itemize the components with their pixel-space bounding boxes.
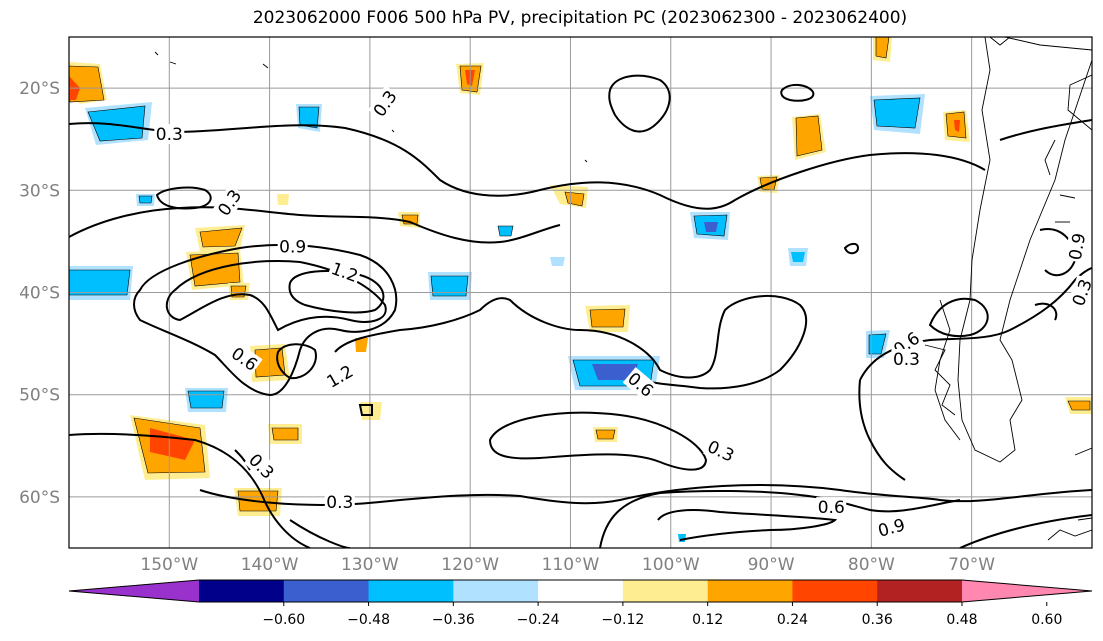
lon-tick-label: 90°W [748, 555, 795, 575]
svg-text:0.3: 0.3 [156, 125, 183, 145]
precip-positive-patches [69, 37, 1092, 516]
svg-text:0.9: 0.9 [1066, 232, 1090, 262]
lon-tick-label: 140°W [241, 555, 299, 575]
map-plot-area: 0.30.30.91.20.61.20.30.30.30.60.30.60.90… [69, 37, 1097, 548]
svg-text:0.3: 0.3 [326, 493, 353, 513]
coastlines [154, 37, 1092, 541]
svg-text:1.2: 1.2 [324, 362, 357, 393]
colorbar-segment [877, 580, 963, 602]
svg-text:0.6: 0.6 [818, 498, 845, 518]
colorbar-segment [538, 580, 624, 602]
svg-text:0.9: 0.9 [876, 515, 907, 541]
lon-tick-label: 130°W [341, 555, 399, 575]
colorbar-extend-min [69, 580, 199, 602]
colorbar-segment [453, 580, 539, 602]
colorbar-segment [283, 580, 370, 602]
lat-tick-label: 50°S [19, 386, 60, 406]
contour-label: 0.3 [154, 124, 185, 145]
colorbar [68, 579, 1093, 603]
colorbar-segment [622, 580, 709, 602]
svg-text:0.9: 0.9 [279, 238, 306, 258]
svg-text:0.3: 0.3 [893, 350, 920, 370]
map-gridlines [69, 37, 1092, 548]
longitude-tick-labels: 150°W 140°W 130°W 120°W 110°W 100°W 90°W 80°W 70… [140, 555, 995, 575]
colorbar-tick-label: 0.48 [946, 612, 977, 628]
lat-tick-label: 30°S [19, 181, 60, 201]
colorbar-segment [199, 580, 285, 602]
map-title: 2023062000 F006 500 hPa PV, precipitatio… [252, 8, 908, 28]
lon-tick-label: 100°W [642, 555, 700, 575]
contour-label: 1.2 [321, 360, 358, 393]
colorbar-tick-label: −0.24 [517, 612, 560, 628]
contour-label: 0.3 [324, 492, 355, 513]
contour-label: 0.9 [874, 514, 909, 542]
pv-contour-labels: 0.30.30.91.20.61.20.30.30.30.60.30.60.90… [154, 85, 1097, 542]
lon-tick-label: 110°W [542, 555, 600, 575]
lon-tick-label: 70°W [948, 555, 995, 575]
pv-contours [69, 74, 1092, 548]
precipitation-shading [69, 37, 1092, 542]
colorbar-tick-label: 0.24 [777, 612, 808, 628]
colorbar-tick-labels: −0.60 −0.48 −0.36 −0.24 −0.12 0.12 0.24 0.36 0.4… [262, 602, 1062, 628]
colorbar-tick-label: −0.36 [432, 612, 475, 628]
map-frame [68, 36, 1093, 549]
colorbar-tick-label: −0.60 [262, 612, 305, 628]
colorbar-segment [368, 580, 454, 602]
svg-text:0.3: 0.3 [214, 186, 246, 220]
lon-tick-label: 120°W [441, 555, 499, 575]
svg-text:0.3: 0.3 [370, 87, 402, 121]
colorbar-tick-label: −0.48 [347, 612, 390, 628]
contour-label: 0.6 [816, 497, 847, 518]
colorbar-tick-label: 0.12 [692, 612, 723, 628]
lat-tick-label: 20°S [19, 79, 60, 99]
contour-label: 0.3 [891, 348, 922, 370]
contour-label: 0.3 [703, 435, 739, 467]
colorbar-outline [68, 579, 1093, 603]
colorbar-segment [792, 580, 878, 602]
lat-tick-label: 60°S [19, 488, 60, 508]
contour-label: 0.9 [1064, 230, 1090, 264]
colorbar-tick-label: 0.36 [862, 612, 893, 628]
colorbar-extend-max [962, 580, 1092, 602]
svg-text:0.3: 0.3 [244, 450, 277, 483]
colorbar-tick-label: 0.60 [1031, 612, 1062, 628]
colorbar-segment [707, 580, 793, 602]
lat-tick-label: 40°S [19, 284, 60, 304]
contour-label: 0.3 [243, 448, 280, 484]
lon-tick-label: 80°W [848, 555, 895, 575]
latitude-tick-labels: 20°S 30°S 40°S 50°S 60°S [19, 79, 60, 508]
contour-label: 0.3 [368, 85, 402, 122]
colorbar-tick-label: −0.12 [601, 612, 644, 628]
contour-label: 1.2 [327, 257, 363, 287]
contour-label: 0.9 [277, 236, 308, 258]
svg-text:0.3: 0.3 [1069, 277, 1097, 309]
contour-label: 0.3 [1067, 274, 1097, 311]
lon-tick-label: 150°W [140, 555, 198, 575]
